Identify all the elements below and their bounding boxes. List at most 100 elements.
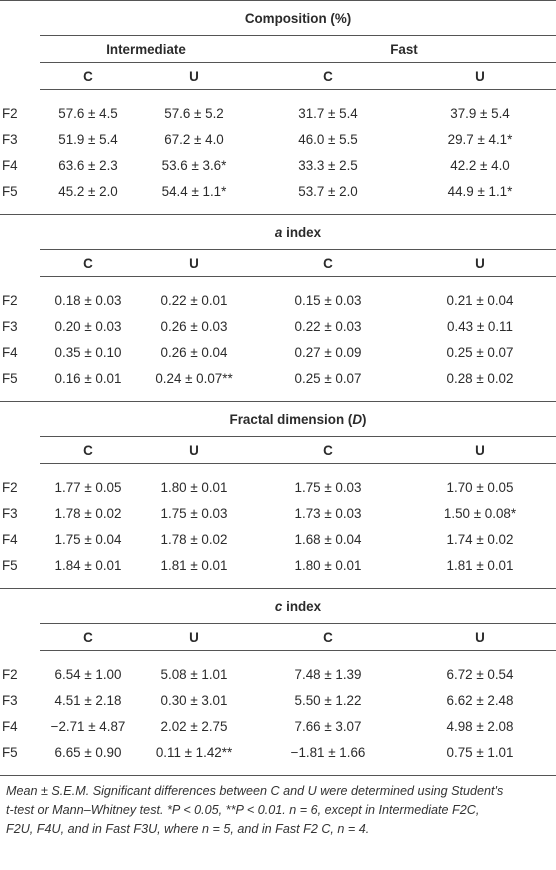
cell: 1.80 ± 0.01 (160, 479, 228, 495)
col-header: U (136, 249, 252, 277)
row-label: F4 (2, 157, 18, 173)
cell: 0.25 ± 0.07 (294, 370, 362, 386)
cell: 42.2 ± 4.0 (450, 157, 510, 173)
section-title-fractal-dimension: Fractal dimension (D) (0, 402, 556, 437)
col-header: U (136, 62, 252, 90)
cell: 0.26 ± 0.04 (160, 344, 228, 360)
cell: 0.30 ± 3.01 (160, 692, 228, 708)
table-row: F4 1.75 ± 0.04 1.78 ± 0.02 1.68 ± 0.04 1… (0, 526, 556, 552)
cell: 0.18 ± 0.03 (54, 292, 122, 308)
row-label: F4 (2, 344, 18, 360)
col-header: U (404, 249, 556, 277)
row-label: F2 (2, 292, 18, 308)
table-row: F3 4.51 ± 2.18 0.30 ± 3.01 5.50 ± 1.22 6… (0, 687, 556, 713)
column-header-row: C U C U (0, 249, 556, 277)
cell: 29.7 ± 4.1* (447, 131, 513, 147)
table-row: F4 0.35 ± 0.10 0.26 ± 0.04 0.27 ± 0.09 0… (0, 339, 556, 365)
table-row: F2 1.77 ± 0.05 1.80 ± 0.01 1.75 ± 0.03 1… (0, 474, 556, 500)
cell: 1.78 ± 0.02 (54, 505, 122, 521)
row-label: F5 (2, 370, 18, 386)
table-row: F2 0.18 ± 0.03 0.22 ± 0.01 0.15 ± 0.03 0… (0, 287, 556, 313)
results-table-container: Composition (%) Intermediate Fast C U C … (0, 0, 556, 839)
cell: 0.20 ± 0.03 (54, 318, 122, 334)
table-row: F2 57.6 ± 4.5 57.6 ± 5.2 31.7 ± 5.4 37.9… (0, 100, 556, 126)
cell: 0.75 ± 1.01 (446, 744, 514, 760)
cell: 7.66 ± 3.07 (294, 718, 362, 734)
col-header: C (252, 249, 404, 277)
cell: 46.0 ± 5.5 (298, 131, 358, 147)
section-title-composition: Composition (%) (0, 1, 556, 36)
cell: 31.7 ± 5.4 (298, 105, 358, 121)
column-header-row: C U C U (0, 62, 556, 90)
col-header: U (136, 436, 252, 464)
cell: 44.9 ± 1.1* (447, 183, 513, 199)
col-header: C (252, 436, 404, 464)
row-label: F3 (2, 131, 18, 147)
cell: 1.50 ± 0.08* (443, 505, 517, 521)
cell: 2.02 ± 2.75 (160, 718, 228, 734)
row-label: F3 (2, 692, 18, 708)
row-label: F2 (2, 479, 18, 495)
footnote-line: F2U, F4U, and in Fast F3U, where n = 5, … (6, 822, 370, 836)
cell: 1.78 ± 0.02 (160, 531, 228, 547)
cell: 0.15 ± 0.03 (294, 292, 362, 308)
table-row: F2 6.54 ± 1.00 5.08 ± 1.01 7.48 ± 1.39 6… (0, 661, 556, 687)
cell: 0.43 ± 0.11 (447, 318, 513, 334)
row-label: F2 (2, 666, 18, 682)
cell: 1.75 ± 0.04 (54, 531, 122, 547)
cell: 1.75 ± 0.03 (294, 479, 362, 495)
table-row: F5 0.16 ± 0.01 0.24 ± 0.07** 0.25 ± 0.07… (0, 365, 556, 391)
cell: 6.62 ± 2.48 (446, 692, 514, 708)
table-footnote: Mean ± S.E.M. Significant differences be… (0, 776, 556, 839)
footnote-line: Mean ± S.E.M. Significant differences be… (6, 784, 504, 798)
group-header-row: Intermediate Fast (0, 35, 556, 63)
col-header: C (252, 62, 404, 90)
cell: 0.35 ± 0.10 (54, 344, 122, 360)
cell: 4.51 ± 2.18 (54, 692, 122, 708)
table-row: F5 45.2 ± 2.0 54.4 ± 1.1* 53.7 ± 2.0 44.… (0, 178, 556, 204)
cell: 53.6 ± 3.6* (161, 157, 227, 173)
cell: 67.2 ± 4.0 (164, 131, 224, 147)
cell: 1.73 ± 0.03 (294, 505, 362, 521)
cell: 1.70 ± 0.05 (446, 479, 514, 495)
row-label: F4 (2, 718, 18, 734)
cell: 0.22 ± 0.03 (294, 318, 362, 334)
cell: 7.48 ± 1.39 (294, 666, 362, 682)
cell: 1.81 ± 0.01 (160, 557, 228, 573)
row-label: F5 (2, 183, 18, 199)
cell: 63.6 ± 2.3 (58, 157, 118, 173)
group-intermediate: Intermediate (40, 35, 252, 63)
cell: 6.72 ± 0.54 (446, 666, 514, 682)
cell: 0.25 ± 0.07 (446, 344, 514, 360)
section-title-a-index: a index (0, 215, 556, 250)
cell: 45.2 ± 2.0 (58, 183, 118, 199)
col-header: C (40, 623, 136, 651)
table-row: F3 51.9 ± 5.4 67.2 ± 4.0 46.0 ± 5.5 29.7… (0, 126, 556, 152)
cell: 0.21 ± 0.04 (446, 292, 514, 308)
cell: 1.77 ± 0.05 (54, 479, 122, 495)
row-label: F4 (2, 531, 18, 547)
table-row: F4 −2.71 ± 4.87 2.02 ± 2.75 7.66 ± 3.07 … (0, 713, 556, 739)
cell: 1.74 ± 0.02 (446, 531, 514, 547)
cell: 5.50 ± 1.22 (294, 692, 362, 708)
cell: 54.4 ± 1.1* (161, 183, 227, 199)
col-header: U (404, 436, 556, 464)
table-row: F5 6.65 ± 0.90 0.11 ± 1.42** −1.81 ± 1.6… (0, 739, 556, 765)
row-label: F2 (2, 105, 18, 121)
cell: 1.84 ± 0.01 (54, 557, 122, 573)
cell: 0.11 ± 1.42** (155, 744, 233, 760)
cell: 37.9 ± 5.4 (450, 105, 510, 121)
cell: 1.81 ± 0.01 (446, 557, 514, 573)
cell: 6.54 ± 1.00 (54, 666, 122, 682)
column-header-row: C U C U (0, 436, 556, 464)
table-row: F4 63.6 ± 2.3 53.6 ± 3.6* 33.3 ± 2.5 42.… (0, 152, 556, 178)
cell: −2.71 ± 4.87 (50, 718, 126, 734)
cell: 57.6 ± 4.5 (58, 105, 118, 121)
row-label: F3 (2, 318, 18, 334)
cell: 1.80 ± 0.01 (294, 557, 362, 573)
table-row: F3 1.78 ± 0.02 1.75 ± 0.03 1.73 ± 0.03 1… (0, 500, 556, 526)
cell: 57.6 ± 5.2 (164, 105, 224, 121)
cell: 51.9 ± 5.4 (58, 131, 118, 147)
col-header: U (136, 623, 252, 651)
cell: −1.81 ± 1.66 (290, 744, 366, 760)
